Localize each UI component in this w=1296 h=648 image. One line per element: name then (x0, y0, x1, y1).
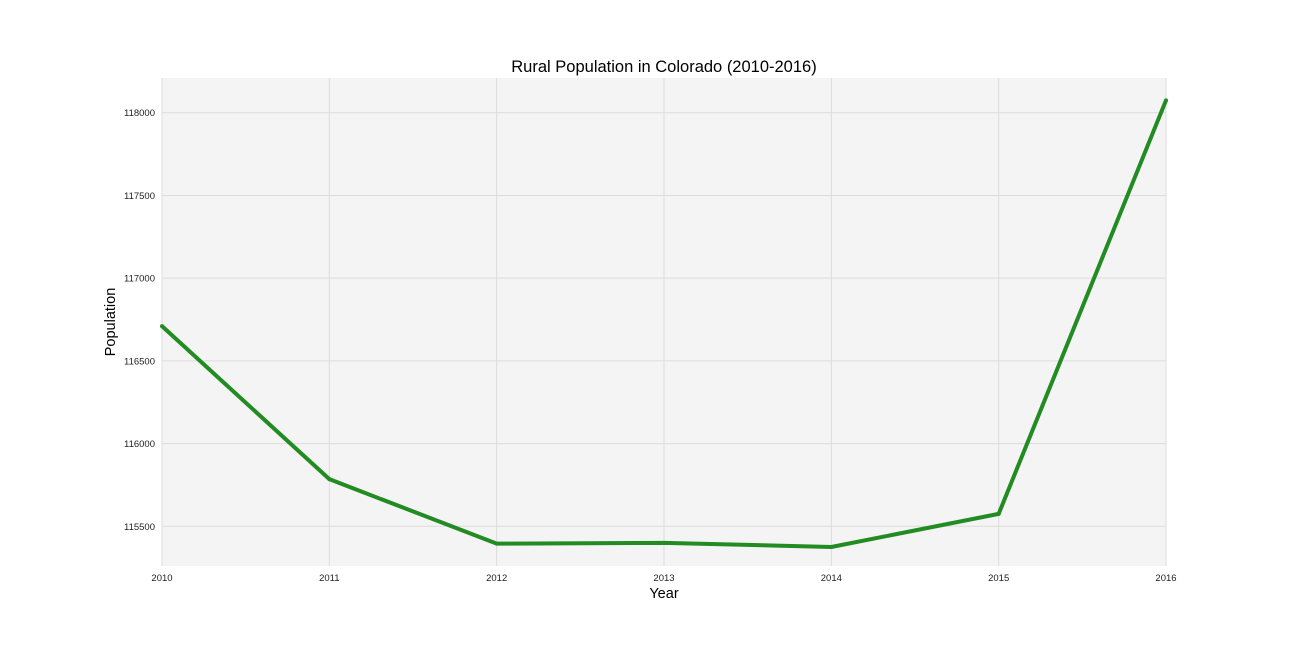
y-tick-label: 116500 (124, 356, 155, 367)
data-point (1164, 98, 1168, 103)
y-tick-label: 115500 (124, 522, 155, 533)
y-tick-label: 117500 (124, 191, 155, 202)
data-point (996, 511, 1001, 516)
tick-labels: 2010 2011 2012 2013 2014 2015 2016 115500 116000… (124, 108, 1177, 584)
data-point (327, 477, 332, 482)
x-tick-label: 2015 (988, 573, 1009, 584)
grid-lines (161, 78, 1167, 566)
y-axis-title: Population (103, 288, 119, 357)
x-tick-label: 2010 (151, 573, 172, 584)
x-tick-label: 2016 (1155, 573, 1176, 584)
x-tick-label: 2011 (319, 573, 339, 584)
chart-title: Rural Population in Colorado (2010-2016) (511, 58, 816, 76)
data-point (494, 541, 499, 546)
series-layer (160, 98, 1168, 549)
data-point (662, 540, 666, 545)
y-tick-label: 116000 (124, 439, 155, 450)
x-tick-label: 2013 (653, 573, 674, 584)
y-tick-label: 117000 (124, 274, 155, 285)
x-axis-title: Year (649, 586, 678, 602)
y-tick-label: 118000 (124, 108, 155, 119)
data-point (829, 544, 834, 549)
data-point (160, 324, 164, 329)
x-tick-label: 2014 (821, 573, 842, 584)
x-tick-label: 2012 (486, 573, 507, 584)
